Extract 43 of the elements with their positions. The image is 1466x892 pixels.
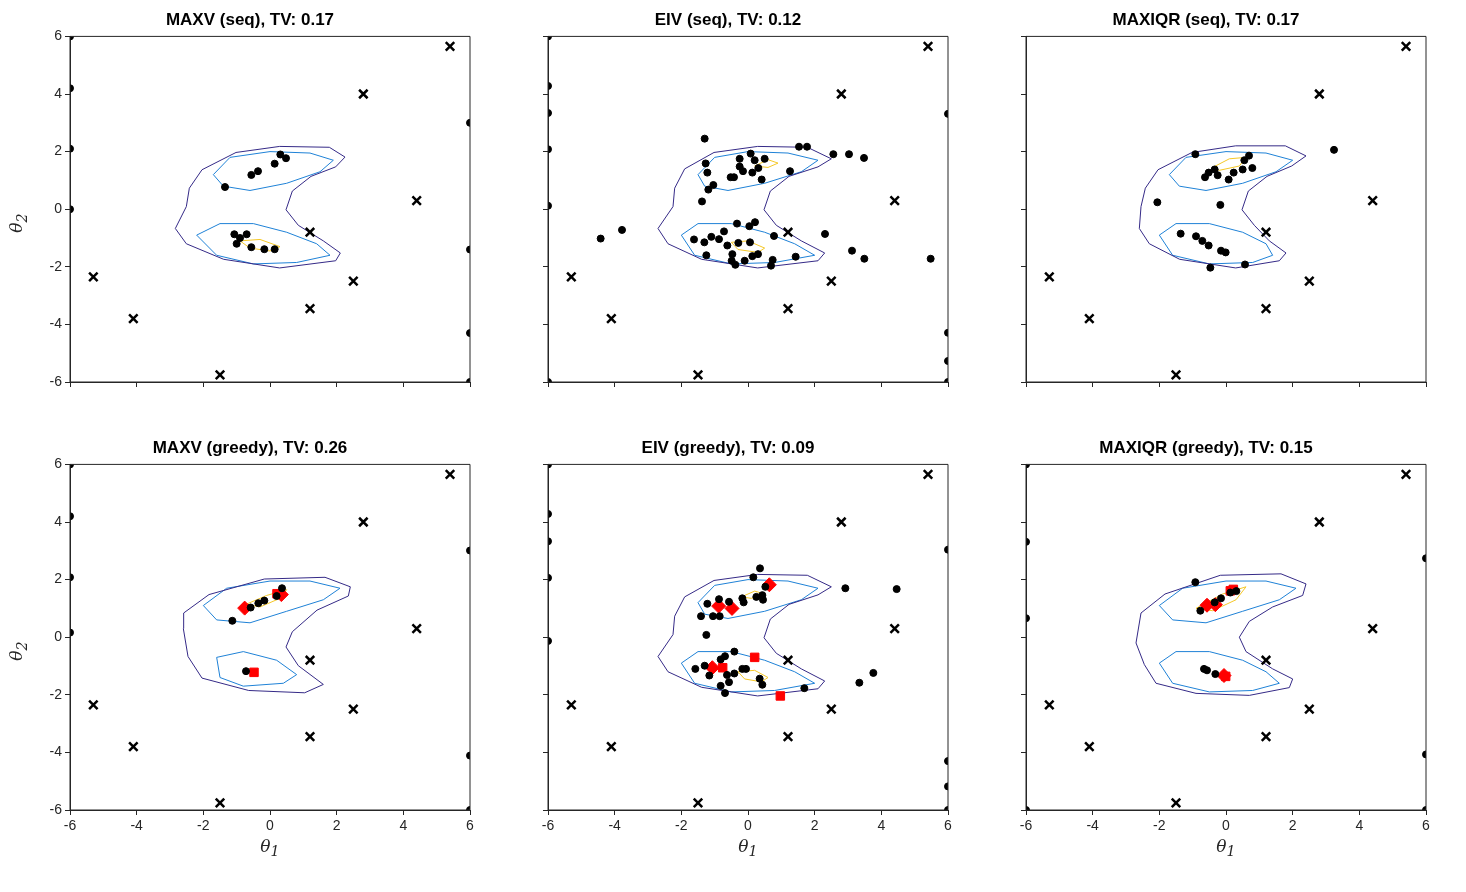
x-tick-label: 0 [744,817,753,834]
y-tick-label: 2 [54,570,63,587]
y-tick-label: -6 [49,372,63,389]
x-tick-label: 2 [332,817,341,834]
x-tick-label: -6 [1019,817,1033,834]
y-tick-label: 4 [54,512,63,529]
x-axis-title: θ$_{1}$ [260,836,280,860]
y-tick-label: 0 [54,628,63,645]
y-tick-label: -2 [49,257,63,274]
x-tick-label: 4 [1355,817,1364,834]
y-tick-label: 2 [54,142,63,159]
x-axis-title: θ$_{1}$ [738,836,758,860]
chart-title: MAXV (greedy), TV: 0.26 [152,437,348,457]
y-tick-label: -4 [49,315,63,332]
y-tick-label: -2 [49,685,63,702]
chart-title: EIV (seq), TV: 0.12 [654,9,802,29]
x-tick-label: 4 [877,817,886,834]
y-tick-label: 0 [54,200,63,217]
chart-title: EIV (greedy), TV: 0.09 [641,437,815,457]
x-axis-title: θ$_{1}$ [1216,836,1236,860]
x-tick-label: -6 [541,817,555,834]
x-tick-label: -2 [675,817,688,834]
y-tick-label: 6 [54,455,63,472]
x-tick-label: 0 [266,817,275,834]
y-tick-label: -6 [49,800,63,817]
x-tick-label: 4 [399,817,408,834]
chart-title: MAXIQR (greedy), TV: 0.15 [1099,437,1313,457]
y-tick-label: -4 [49,743,63,760]
y-tick-label: 6 [54,27,63,44]
y-tick-label: 4 [54,84,63,101]
x-tick-label: 6 [944,817,953,834]
x-tick-label: 6 [466,817,475,834]
x-tick-label: -2 [197,817,210,834]
x-tick-label: 2 [1288,817,1297,834]
x-tick-label: 2 [810,817,819,834]
x-tick-label: 0 [1222,817,1231,834]
x-tick-label: -2 [1153,817,1166,834]
x-tick-label: -4 [130,817,144,834]
x-tick-label: -4 [608,817,622,834]
x-tick-label: 6 [1422,817,1431,834]
chart-title: MAXV (seq), TV: 0.17 [165,9,335,29]
chart-title: MAXIQR (seq), TV: 0.17 [1112,9,1300,29]
x-tick-label: -4 [1086,817,1100,834]
